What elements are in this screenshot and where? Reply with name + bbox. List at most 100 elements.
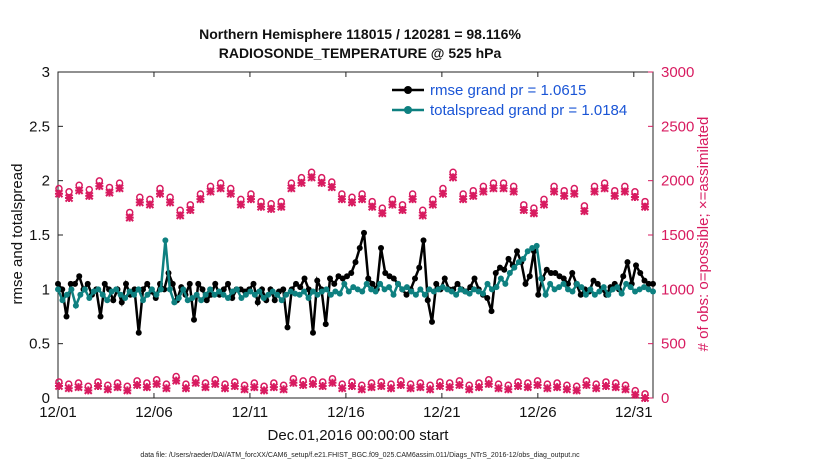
obs-assimilated-point xyxy=(145,200,155,209)
obs-assimilated-point xyxy=(84,386,93,395)
series-point xyxy=(356,245,363,252)
obs-possible-point xyxy=(85,185,94,194)
series-point xyxy=(547,280,554,287)
obs-assimilated-point xyxy=(297,178,306,188)
series-point xyxy=(433,280,440,287)
legend-swatch-marker xyxy=(404,106,412,114)
series-point xyxy=(526,273,533,280)
series-point xyxy=(81,286,88,293)
obs-assimilated-point xyxy=(378,209,387,218)
obs-assimilated-point xyxy=(186,205,195,215)
series-point xyxy=(350,284,357,291)
obs-assimilated-point xyxy=(504,385,513,394)
series-point xyxy=(645,286,652,293)
obs-assimilated-point xyxy=(377,381,386,391)
series-point xyxy=(184,297,191,304)
series-point xyxy=(233,286,240,293)
obs-assimilated-point xyxy=(317,178,326,188)
series-point xyxy=(104,297,111,304)
series-point xyxy=(332,288,339,295)
series-point xyxy=(305,295,312,302)
series-point xyxy=(216,288,223,295)
obs-assimilated-point xyxy=(181,384,191,393)
obs-assimilated-point xyxy=(289,378,298,387)
series-point xyxy=(287,288,294,295)
series-point xyxy=(594,280,601,287)
obs-assimilated-point xyxy=(600,184,609,193)
series-point xyxy=(569,270,576,277)
obs-assimilated-point xyxy=(226,189,235,198)
series-point xyxy=(548,270,554,277)
series-point xyxy=(514,248,520,255)
obs-assimilated-point xyxy=(132,380,142,390)
series-point xyxy=(424,297,431,304)
series-point xyxy=(505,255,512,262)
series-point xyxy=(336,290,343,297)
obs-assimilated-point xyxy=(74,186,84,195)
series-point xyxy=(189,295,196,302)
obs-assimilated-point xyxy=(455,380,464,390)
obs-assimilated-point xyxy=(54,381,64,391)
obs-assimilated-point xyxy=(590,187,599,196)
series-point xyxy=(408,288,415,295)
series-point xyxy=(627,284,634,291)
series-point xyxy=(195,280,202,287)
series-point xyxy=(538,275,545,282)
series-point xyxy=(202,291,209,298)
obs-assimilated-point xyxy=(539,200,549,209)
series-point xyxy=(641,284,648,291)
obs-assimilated-point xyxy=(220,384,230,393)
series-point xyxy=(624,259,631,266)
obs-assimilated-point xyxy=(308,379,318,389)
obs-assimilated-point xyxy=(93,381,103,391)
series-point xyxy=(515,259,522,266)
series-point xyxy=(193,291,200,298)
series-point xyxy=(511,264,518,271)
obs-assimilated-point xyxy=(152,379,161,389)
series-point xyxy=(198,297,205,304)
series-point xyxy=(229,288,236,295)
series-point xyxy=(650,288,656,295)
obs-assimilated-point xyxy=(386,384,396,393)
series-point xyxy=(310,329,316,336)
series-point xyxy=(242,291,249,298)
obs-assimilated-point xyxy=(582,380,591,390)
y-tick-label-left: 1 xyxy=(42,281,50,298)
series-point xyxy=(211,291,218,298)
series-point xyxy=(203,297,210,304)
obs-assimilated-point xyxy=(438,189,448,198)
series-point xyxy=(578,284,585,291)
obs-assimilated-point xyxy=(418,211,427,220)
series-point xyxy=(72,280,78,287)
series-point xyxy=(84,280,91,287)
series-point xyxy=(361,229,367,236)
x-tick-label: 12/11 xyxy=(232,404,268,421)
obs-assimilated-point xyxy=(125,213,134,222)
series-point xyxy=(614,284,621,291)
series-point xyxy=(551,286,558,293)
series-point xyxy=(180,286,187,293)
obs-assimilated-point xyxy=(445,382,454,392)
series-point xyxy=(251,291,258,298)
obs-assimilated-point xyxy=(103,385,113,394)
series-point xyxy=(77,291,84,298)
obs-assimilated-point xyxy=(408,194,417,204)
series-point xyxy=(475,288,482,295)
legend-box xyxy=(386,77,648,121)
obs-assimilated-point xyxy=(562,385,572,394)
obs-assimilated-point xyxy=(552,382,562,392)
series-point xyxy=(191,316,197,323)
obs-assimilated-point xyxy=(367,382,376,392)
obs-assimilated-point xyxy=(640,393,650,403)
series-point xyxy=(480,290,486,297)
y-tick-label-right: 3000 xyxy=(661,64,694,81)
series-point xyxy=(618,290,625,297)
series-point xyxy=(256,288,263,295)
obs-assimilated-point xyxy=(428,200,438,209)
obs-assimilated-point xyxy=(328,378,337,387)
obs-assimilated-point xyxy=(549,187,559,196)
series-point xyxy=(573,280,580,287)
series-point xyxy=(59,286,66,293)
series-point xyxy=(90,288,97,295)
series-point xyxy=(113,286,120,293)
